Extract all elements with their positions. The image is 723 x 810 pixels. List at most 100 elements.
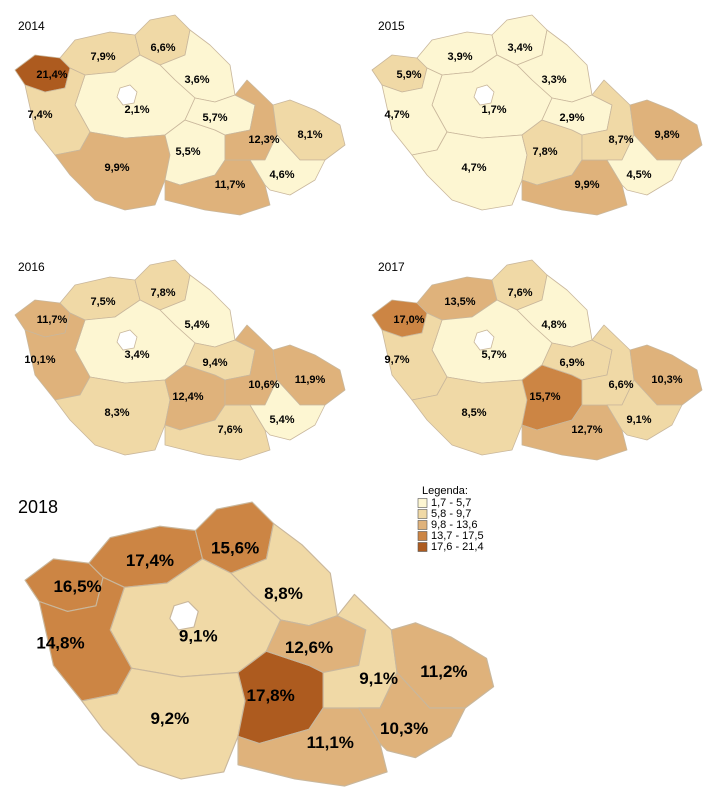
region-label: 7,9% xyxy=(90,51,115,63)
region-label: 5,5% xyxy=(175,146,200,158)
region-label: 9,2% xyxy=(150,709,189,728)
region-label: 6,9% xyxy=(559,357,584,369)
region-label: 11,2% xyxy=(420,662,467,681)
region-label: 8,3% xyxy=(104,407,129,419)
legend-label: 13,7 - 17,5 xyxy=(431,530,484,542)
region-label: 6,6% xyxy=(150,42,175,54)
region-label: 9,1% xyxy=(359,669,398,688)
region-label: 9,9% xyxy=(574,179,599,191)
region-label: 5,7% xyxy=(202,112,227,124)
region-label: 5,7% xyxy=(481,349,506,361)
region-label: 2,1% xyxy=(124,104,149,116)
region xyxy=(381,312,448,401)
region-label: 8,5% xyxy=(461,407,486,419)
region-label: 9,9% xyxy=(104,162,129,174)
region-label: 17,0% xyxy=(393,314,424,326)
region xyxy=(249,134,326,196)
region xyxy=(81,667,246,780)
legend-label: 9,8 - 13,6 xyxy=(431,519,477,531)
region xyxy=(606,379,683,441)
region-label: 13,5% xyxy=(444,296,475,308)
region xyxy=(249,379,326,441)
region-label: 17,8% xyxy=(247,686,295,705)
region-label: 5,4% xyxy=(184,319,209,331)
region xyxy=(54,376,171,456)
region-label: 8,1% xyxy=(297,129,322,141)
region-label: 14,8% xyxy=(36,634,84,653)
region xyxy=(411,376,528,456)
map-year: 2014 xyxy=(18,19,45,33)
region-label: 1,7% xyxy=(481,104,506,116)
legend-swatch xyxy=(417,520,428,530)
region-label: 7,5% xyxy=(90,296,115,308)
region-label: 5,9% xyxy=(396,69,421,81)
region-label: 10,3% xyxy=(651,374,682,386)
region-label: 16,5% xyxy=(53,577,101,596)
region-label: 7,6% xyxy=(217,424,242,436)
map-year: 2017 xyxy=(378,260,405,274)
region xyxy=(411,131,528,211)
map xyxy=(371,259,703,461)
map-year: 2018 xyxy=(18,497,58,517)
map-year: 2016 xyxy=(18,260,45,274)
region xyxy=(38,576,133,702)
region-label: 7,8% xyxy=(150,287,175,299)
region xyxy=(24,67,91,156)
region-label: 8,8% xyxy=(264,584,303,603)
region-label: 11,7% xyxy=(215,179,246,191)
region-label: 7,6% xyxy=(507,287,532,299)
region xyxy=(164,159,271,216)
region-label: 3,6% xyxy=(184,74,209,86)
legend-label: 5,8 - 9,7 xyxy=(431,508,471,520)
praha xyxy=(116,329,138,351)
region-label: 9,8% xyxy=(654,129,679,141)
region-label: 15,7% xyxy=(529,391,560,403)
map xyxy=(24,501,495,787)
region-label: 12,7% xyxy=(571,424,602,436)
region xyxy=(237,707,388,787)
region-label: 9,7% xyxy=(384,354,409,366)
region-label: 12,3% xyxy=(248,134,279,146)
legend-swatch xyxy=(417,509,428,519)
legend-swatch xyxy=(417,542,428,552)
praha xyxy=(473,329,495,351)
legend-label: 1,7 - 5,7 xyxy=(431,497,471,509)
region-label: 15,6% xyxy=(211,538,259,557)
region-label: 6,6% xyxy=(608,379,633,391)
region-label: 11,9% xyxy=(295,374,326,386)
region-label: 9,4% xyxy=(202,357,227,369)
praha xyxy=(473,84,495,106)
region xyxy=(24,312,91,401)
region-label: 4,7% xyxy=(384,109,409,121)
region xyxy=(381,67,448,156)
region xyxy=(606,134,683,196)
map xyxy=(371,14,703,216)
region-label: 9,1% xyxy=(179,626,218,645)
region-label: 11,1% xyxy=(307,733,354,752)
region-label: 8,7% xyxy=(608,134,633,146)
region-label: 9,1% xyxy=(626,414,651,426)
region-label: 7,4% xyxy=(27,109,52,121)
region-label: 10,1% xyxy=(24,354,55,366)
region-label: 17,4% xyxy=(126,551,174,570)
region xyxy=(521,159,628,216)
region-label: 2,9% xyxy=(559,112,584,124)
legend-label: 17,6 - 21,4 xyxy=(431,541,484,553)
map-year: 2015 xyxy=(378,19,405,33)
region-label: 3,3% xyxy=(541,74,566,86)
legend-title: Legenda: xyxy=(422,485,468,497)
legend-swatch xyxy=(417,531,428,541)
region-label: 4,5% xyxy=(626,169,651,181)
region-label: 12,6% xyxy=(285,638,333,657)
region-label: 21,4% xyxy=(36,69,67,81)
region xyxy=(358,671,466,759)
legend-swatch xyxy=(417,498,428,508)
map xyxy=(14,259,346,461)
region-label: 7,8% xyxy=(532,146,557,158)
region-label: 12,4% xyxy=(172,391,203,403)
region-label: 3,4% xyxy=(507,42,532,54)
region xyxy=(164,404,271,461)
region-label: 4,6% xyxy=(269,169,294,181)
region-label: 11,7% xyxy=(37,314,68,326)
